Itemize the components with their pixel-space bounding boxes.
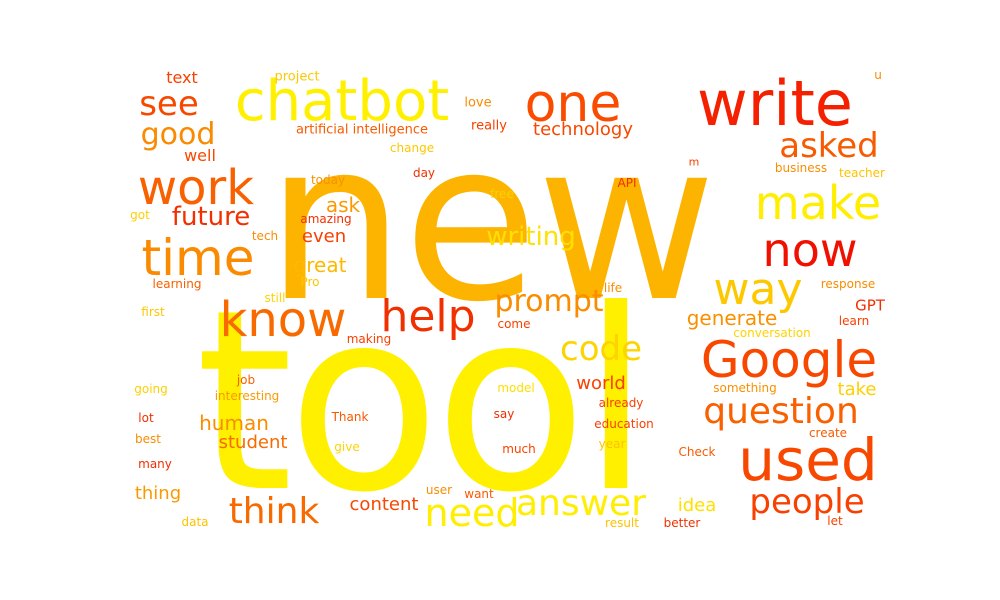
word-content: content	[349, 494, 419, 515]
word-project: project	[274, 69, 320, 85]
word-idea: idea	[677, 495, 717, 516]
word-give: give	[334, 440, 360, 454]
word-writing: writing	[486, 222, 576, 252]
word-day: day	[412, 166, 436, 180]
word-help: help	[380, 291, 476, 342]
word-best: best	[135, 432, 161, 446]
word-really: really	[471, 118, 507, 134]
word-job: job	[236, 373, 256, 387]
word-result: result	[605, 516, 639, 530]
word-gpt: GPT	[855, 296, 885, 315]
word-something: something	[713, 381, 777, 395]
word-amazing: amazing	[300, 212, 352, 226]
word-way: way	[713, 264, 803, 315]
word-make: make	[754, 176, 882, 230]
word-teacher: teacher	[839, 166, 885, 180]
word-conversation: conversation	[733, 326, 811, 340]
word-pro: Pro	[300, 275, 320, 289]
word-text: text	[166, 68, 198, 87]
word-model: model	[497, 381, 535, 395]
word-going: going	[134, 382, 168, 396]
word-tool: tool	[195, 256, 650, 547]
word-good: good	[140, 117, 216, 152]
word-year: year	[598, 437, 626, 451]
word-m: m	[688, 155, 700, 169]
word-making: making	[346, 332, 392, 346]
word-tech: tech	[251, 229, 279, 243]
word-lot: lot	[138, 411, 154, 425]
word-people: people	[749, 482, 865, 522]
word-see: see	[139, 84, 199, 124]
word-generate: generate	[686, 306, 778, 330]
word-say: say	[493, 407, 515, 421]
word-human: human	[199, 411, 269, 435]
word-already: already	[598, 396, 644, 410]
word-need: need	[424, 491, 520, 535]
word-life: life	[603, 281, 623, 295]
word-answer: answer	[515, 483, 647, 524]
word-user: user	[425, 483, 453, 497]
word-u: u	[874, 68, 882, 82]
word-chatbot: chatbot	[234, 69, 450, 134]
word-today: today	[310, 173, 346, 187]
word-first: first	[141, 305, 165, 319]
word-got: got	[130, 208, 150, 222]
word-better: better	[663, 516, 701, 530]
word-technology: technology	[533, 119, 633, 140]
word-still: still	[264, 291, 286, 305]
word-great: great	[293, 253, 347, 277]
word-education: education	[594, 417, 654, 431]
word-google: Google	[700, 331, 878, 389]
word-interesting: interesting	[214, 389, 280, 403]
word-learning: learning	[152, 277, 202, 291]
word-future: future	[171, 202, 251, 232]
word-check: Check	[678, 445, 716, 459]
word-one: one	[524, 74, 622, 134]
word-data: data	[181, 515, 209, 529]
word-want: want	[464, 487, 494, 501]
word-now: now	[762, 223, 858, 277]
word-love: love	[464, 95, 492, 111]
word-come: come	[497, 317, 531, 331]
word-learn: learn	[838, 314, 870, 328]
word-api: API	[617, 176, 637, 190]
word-many: many	[138, 457, 172, 471]
word-used: used	[738, 426, 878, 494]
word-time: time	[141, 229, 255, 287]
word-change: change	[389, 141, 435, 155]
word-world: world	[576, 373, 626, 394]
word-well: well	[184, 146, 216, 165]
word-think: think	[228, 491, 320, 532]
word-prompt: prompt	[494, 284, 604, 319]
word-write: write	[697, 67, 853, 140]
word-much: much	[502, 442, 536, 456]
word-thank: Thank	[331, 410, 369, 424]
word-artificial-intelligence: artificial intelligence	[295, 122, 429, 138]
word-thing: thing	[134, 483, 182, 504]
word-know: know	[219, 292, 347, 348]
word-student: student	[218, 432, 288, 453]
word-free: free	[490, 187, 514, 201]
word-business: business	[774, 161, 828, 175]
word-response: response	[820, 277, 876, 291]
word-new: new	[265, 94, 717, 350]
word-question: question	[703, 391, 859, 432]
word-code: code	[560, 329, 642, 369]
word-even: even	[301, 226, 347, 247]
word-ask: ask	[325, 193, 361, 217]
word-work: work	[137, 160, 255, 216]
word-let: let	[827, 514, 843, 528]
word-create: create	[808, 426, 848, 440]
word-asked: asked	[779, 126, 879, 166]
word-take: take	[837, 379, 877, 400]
